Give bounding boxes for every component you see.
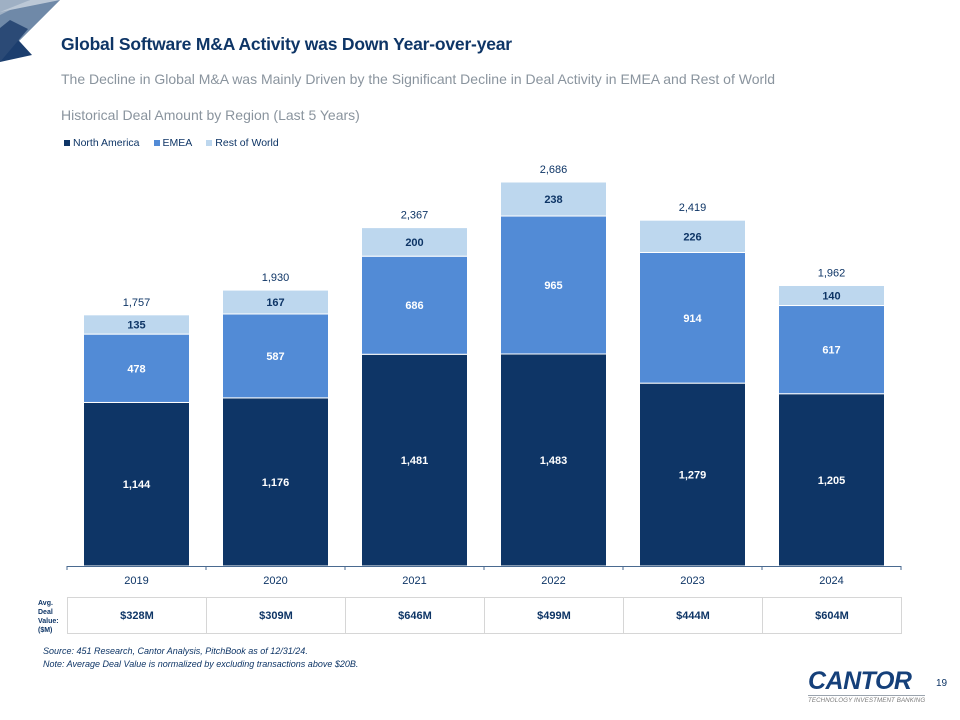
avg-deal-value-label-line: Value: bbox=[38, 618, 59, 625]
x-tick-label: 2019 bbox=[124, 575, 148, 587]
bar-segment-emea-2020 bbox=[222, 313, 329, 399]
data-label-north-america: 1,205 bbox=[818, 475, 846, 487]
bar-segment-north-america-2020 bbox=[222, 397, 329, 567]
chart-legend: North America EMEA Rest of World bbox=[64, 137, 279, 149]
bar-segment-north-america-2024 bbox=[778, 393, 885, 567]
bar-segment-emea-2023 bbox=[639, 251, 746, 384]
legend-label-emea: EMEA bbox=[162, 137, 193, 149]
bar-segment-rest-of-world-2019 bbox=[83, 314, 190, 335]
legend-swatch-rest-of-world bbox=[206, 140, 213, 146]
legend-item-emea: EMEA bbox=[153, 137, 193, 149]
x-tick-label: 2020 bbox=[263, 575, 287, 587]
page-title: Global Software M&A Activity was Down Ye… bbox=[61, 34, 512, 54]
avg-deal-value-label-line: Avg. bbox=[38, 600, 53, 607]
corner-decoration bbox=[0, 0, 60, 62]
total-label: 2,686 bbox=[540, 164, 568, 176]
avg-deal-value-cell: $499M bbox=[485, 598, 624, 633]
bar-segment-emea-2022 bbox=[500, 215, 607, 355]
bar-segment-rest-of-world-2020 bbox=[222, 289, 329, 315]
bar-segment-north-america-2023 bbox=[639, 382, 746, 567]
bar-segment-rest-of-world-2024 bbox=[778, 285, 885, 307]
data-label-rest-of-world: 135 bbox=[127, 319, 145, 331]
total-label: 2,419 bbox=[679, 202, 707, 214]
cantor-logo: CANTOR TECHNOLOGY INVESTMENT BANKING bbox=[808, 667, 926, 704]
data-label-emea: 965 bbox=[544, 280, 562, 292]
avg-deal-value-label-line: Deal bbox=[38, 609, 53, 616]
data-label-north-america: 1,176 bbox=[262, 477, 290, 489]
avg-deal-value-cell: $309M bbox=[207, 598, 346, 633]
data-label-emea: 478 bbox=[127, 363, 145, 375]
legend-item-rest-of-world: Rest of World bbox=[206, 137, 279, 149]
avg-deal-value-label: Avg. Deal Value: ($M) bbox=[38, 599, 59, 635]
data-label-rest-of-world: 140 bbox=[822, 291, 840, 303]
x-tick-label: 2023 bbox=[680, 575, 704, 587]
avg-deal-value-table: $328M $309M $646M $499M $444M $604M bbox=[67, 597, 902, 634]
chart-title: Historical Deal Amount by Region (Last 5… bbox=[61, 107, 360, 123]
avg-deal-value-cell: $444M bbox=[624, 598, 763, 633]
page-subtitle: The Decline in Global M&A was Mainly Dri… bbox=[61, 71, 776, 87]
legend-swatch-north-america bbox=[64, 140, 70, 146]
data-label-rest-of-world: 167 bbox=[266, 297, 284, 309]
legend-item-north-america: North America bbox=[64, 137, 140, 149]
bar-segment-rest-of-world-2021 bbox=[361, 227, 468, 257]
legend-label-rest-of-world: Rest of World bbox=[215, 137, 279, 149]
data-label-north-america: 1,483 bbox=[540, 455, 568, 467]
bar-segment-emea-2024 bbox=[778, 305, 885, 395]
data-label-emea: 587 bbox=[266, 351, 284, 363]
total-label: 1,962 bbox=[818, 268, 846, 280]
bar-segment-rest-of-world-2022 bbox=[500, 181, 607, 217]
bar-segment-north-america-2021 bbox=[361, 353, 468, 567]
x-tick-label: 2024 bbox=[819, 575, 843, 587]
logo-wordmark: CANTOR bbox=[808, 667, 912, 695]
page-number: 19 bbox=[936, 678, 948, 689]
x-tick-label: 2022 bbox=[541, 575, 565, 587]
total-label: 2,367 bbox=[401, 210, 429, 222]
data-label-emea: 686 bbox=[405, 300, 423, 312]
data-label-emea: 914 bbox=[683, 313, 702, 325]
avg-deal-value-cell: $328M bbox=[68, 598, 207, 633]
bar-segment-rest-of-world-2023 bbox=[639, 219, 746, 253]
data-label-north-america: 1,481 bbox=[401, 455, 429, 467]
legend-label-north-america: North America bbox=[73, 137, 140, 149]
note-footnote: Note: Average Deal Value is normalized b… bbox=[43, 659, 359, 669]
total-label: 1,930 bbox=[262, 272, 290, 284]
data-label-emea: 617 bbox=[822, 345, 840, 357]
data-label-rest-of-world: 226 bbox=[683, 231, 701, 243]
data-label-rest-of-world: 200 bbox=[405, 237, 423, 249]
logo-tagline: TECHNOLOGY INVESTMENT BANKING bbox=[808, 695, 926, 704]
total-label: 1,757 bbox=[123, 297, 151, 309]
legend-swatch-emea bbox=[153, 140, 160, 146]
data-label-north-america: 1,144 bbox=[123, 479, 151, 491]
avg-deal-value-cell: $604M bbox=[815, 609, 849, 622]
bar-segment-north-america-2022 bbox=[500, 353, 607, 567]
x-tick-label: 2021 bbox=[402, 575, 426, 587]
source-footnote: Source: 451 Research, Cantor Analysis, P… bbox=[43, 646, 308, 656]
data-label-north-america: 1,279 bbox=[679, 470, 707, 482]
stacked-bar-chart: 1,144 478 135 1,757 2019 1,176 587 167 1,930 2020… bbox=[66, 164, 902, 587]
avg-deal-value-cell: $646M bbox=[346, 598, 485, 633]
bar-segment-emea-2021 bbox=[361, 255, 468, 355]
bar-segment-emea-2019 bbox=[83, 333, 190, 403]
data-label-rest-of-world: 238 bbox=[544, 194, 562, 206]
avg-deal-value-label-line: ($M) bbox=[38, 627, 53, 634]
